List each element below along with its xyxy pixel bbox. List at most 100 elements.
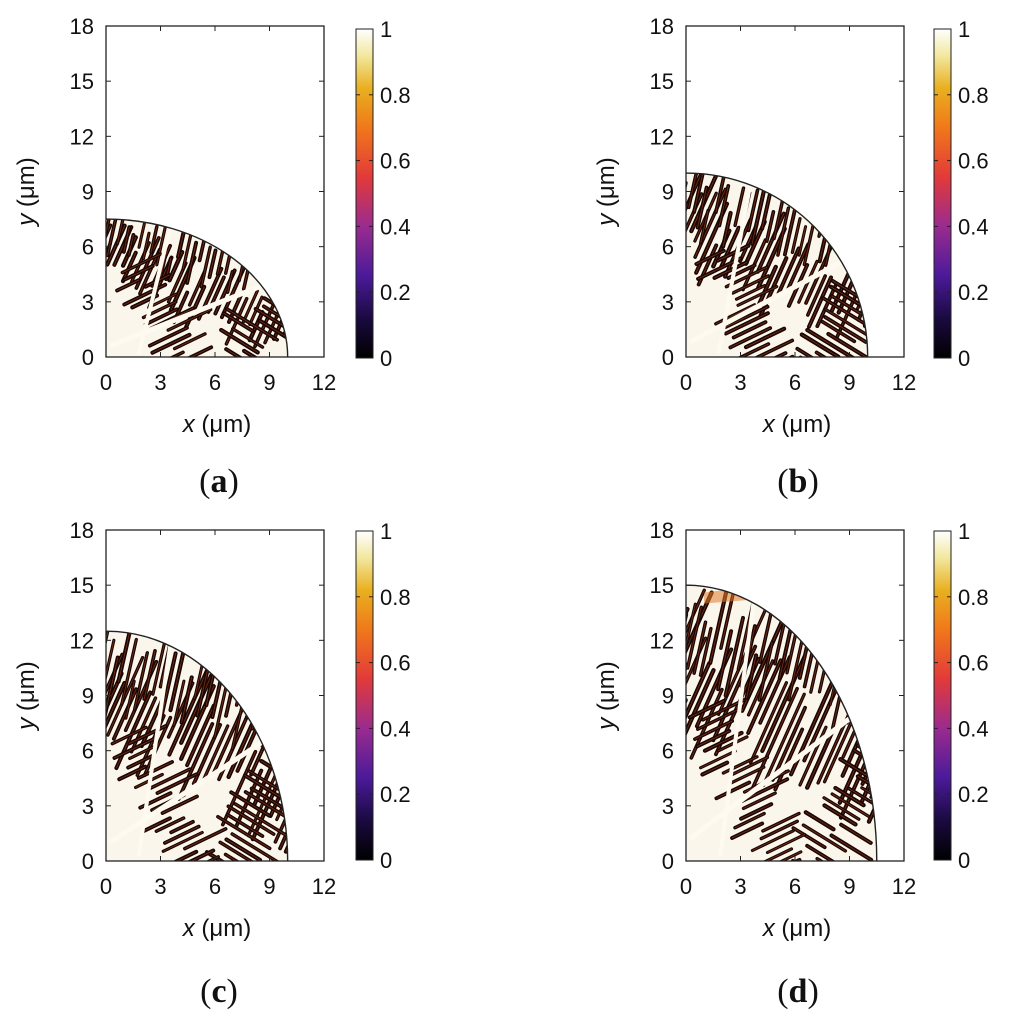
lamella-b-edge	[226, 839, 261, 861]
lamella-b-edge	[805, 811, 834, 830]
lamella-c-edge	[106, 639, 115, 691]
lamella-b	[276, 287, 288, 312]
y-tick-label: 9	[662, 180, 674, 205]
lamella-b-edge	[225, 854, 278, 861]
colorbar-tick-label: 0.6	[380, 149, 411, 174]
lamella-b-edge	[301, 754, 349, 784]
lamella-d-edge	[725, 312, 769, 334]
lamella-b-edge	[251, 788, 287, 811]
colorbar-tick-label: 0	[958, 848, 970, 873]
lamella-b-edge	[855, 243, 868, 270]
lamella-a-edge	[807, 275, 826, 316]
lamella-c-edge	[181, 677, 193, 723]
lamella-d-edge	[127, 755, 153, 768]
y-axis-var: y	[593, 212, 620, 228]
lamella-a-edge	[757, 266, 777, 307]
lamella-b	[277, 240, 288, 269]
lamella-a	[888, 707, 928, 796]
panel-label-letter: c	[211, 973, 226, 1010]
lamella-a-edge	[107, 657, 144, 736]
lamella-c-edge	[128, 234, 134, 256]
lamella-b-edge	[824, 316, 866, 343]
x-axis-label: x (μm)	[762, 411, 831, 438]
x-tick-label: 6	[789, 370, 801, 395]
lamella-b-edge	[892, 732, 927, 754]
lamella-b	[887, 722, 928, 747]
lamella-a	[862, 284, 868, 329]
lamella-a-edge	[816, 285, 836, 327]
x-tick-label: 12	[892, 874, 916, 899]
lamella-c-edge	[160, 653, 177, 719]
lamella-a-edge	[906, 731, 933, 792]
lamella-a-edge	[870, 695, 877, 798]
lamella-a-edge	[694, 188, 726, 258]
colorbar-tick-label: 1	[958, 17, 970, 42]
lamella-a-edge	[763, 693, 805, 786]
y-tick-label: 18	[650, 518, 674, 543]
x-axis-var: x	[762, 915, 776, 942]
lamella-b-edge	[806, 329, 855, 357]
lamella-d-edge	[174, 333, 206, 350]
lamella-c-edge	[686, 603, 696, 650]
lamella-b	[886, 737, 917, 756]
lamella-a-edge	[840, 717, 877, 819]
y-axis-unit: (μm)	[13, 157, 40, 213]
domain-boundary	[105, 218, 289, 358]
lamella-b-edge	[887, 697, 933, 725]
lamella-b-edge	[894, 693, 940, 721]
lamella-c-edge	[717, 630, 732, 690]
lamella-a-edge	[203, 725, 229, 780]
y-tick-label: 3	[662, 794, 674, 819]
lamella-b-edge	[224, 371, 265, 396]
lamella-d-edge	[143, 817, 171, 832]
y-tick-label: 18	[70, 518, 94, 543]
x-tick-label: 12	[312, 370, 336, 395]
lamella-b	[848, 263, 868, 285]
lamella-b	[802, 883, 840, 907]
y-tick-label: 15	[70, 69, 94, 94]
lamella-b	[279, 275, 288, 307]
y-tick-label: 0	[82, 345, 94, 370]
y-tick-label: 12	[650, 124, 674, 149]
secondary-stem	[716, 178, 754, 354]
lamella-a-edge	[686, 173, 702, 239]
x-tick-label: 9	[843, 370, 855, 395]
x-tick-label: 6	[209, 370, 221, 395]
lamella-b	[223, 363, 257, 384]
lamella-b	[222, 878, 268, 906]
x-tick-label: 6	[209, 874, 221, 899]
lamella-b-edge	[840, 824, 872, 844]
y-tick-label: 6	[82, 739, 94, 764]
lamella-c	[627, 575, 643, 647]
lamella-b	[281, 283, 288, 310]
lamella-b-edge	[828, 333, 866, 357]
lamella-c-edge	[700, 210, 709, 244]
lamella-c-edge	[688, 173, 701, 208]
lamella-c-edge	[867, 679, 877, 729]
lamella-a-edge	[862, 699, 877, 785]
lamella-d-edge	[745, 328, 785, 348]
lamella-c-edge	[758, 642, 773, 701]
secondary-stem	[718, 593, 757, 856]
lamella-a	[282, 296, 288, 337]
colorbar-tick-label: 0.4	[958, 214, 989, 239]
lamella-a-edge	[806, 730, 834, 788]
lamella-a-edge	[857, 258, 868, 309]
x-tick-label: 9	[263, 874, 275, 899]
lamella-b	[886, 681, 925, 705]
lamella-b	[872, 704, 877, 728]
lamella-d	[757, 877, 780, 888]
lamella-b	[268, 241, 288, 277]
domain-boundary	[685, 584, 878, 862]
lamella-b-edge	[875, 747, 877, 776]
lamella-a-edge	[861, 707, 877, 803]
y-tick-label: 15	[650, 69, 674, 94]
lamella-c	[866, 677, 877, 731]
colorbar-tick-label: 0.6	[380, 651, 411, 676]
lamella-c-edge	[138, 223, 145, 248]
y-tick-label: 0	[662, 849, 674, 874]
lamella-c-edge	[848, 608, 866, 684]
lamella-b	[310, 725, 340, 744]
lamella-b-edge	[174, 889, 211, 912]
